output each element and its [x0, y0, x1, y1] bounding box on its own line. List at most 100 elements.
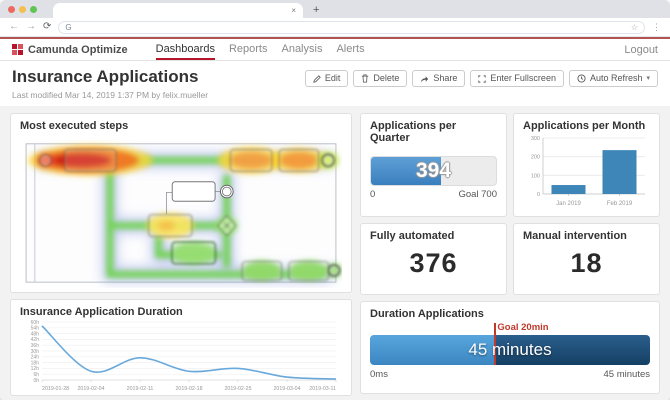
- app-navbar: Camunda Optimize Dashboards Reports Anal…: [0, 39, 670, 61]
- bookmark-star-icon[interactable]: ☆: [630, 22, 638, 32]
- panel-title: Manual intervention: [523, 229, 627, 242]
- svg-text:2019-02-18: 2019-02-18: [175, 386, 202, 392]
- svg-text:2019-02-25: 2019-02-25: [224, 386, 251, 392]
- gauge-goal-label: Goal 700: [458, 188, 497, 200]
- chevron-down-icon: ▾: [646, 75, 650, 82]
- page-title: Insurance Applications: [12, 67, 199, 86]
- svg-text:30h: 30h: [31, 348, 40, 354]
- svg-text:2019-03-04: 2019-03-04: [273, 386, 300, 392]
- share-icon: [421, 75, 429, 82]
- svg-text:100: 100: [531, 173, 540, 179]
- main-menu: Dashboards Reports Analysis Alerts: [155, 39, 365, 60]
- duration-gauge: 45 minutes: [370, 322, 650, 365]
- browser-toolbar: ← → ⟳ G ☆ ⋮: [0, 18, 670, 37]
- minimize-window-icon[interactable]: [19, 5, 26, 13]
- maximize-window-icon[interactable]: [30, 5, 37, 13]
- panel-applications-per-month: Applications per Month 0 100 200 300 Jan 201…: [513, 112, 660, 217]
- svg-text:24h: 24h: [31, 354, 40, 360]
- svg-text:200: 200: [531, 154, 540, 160]
- gauge-under-goal-segment: [370, 334, 495, 365]
- nav-item-alerts[interactable]: Alerts: [336, 42, 365, 55]
- dashboard-header: Insurance Applications Last modified Mar…: [0, 61, 670, 106]
- goal-marker: [494, 322, 497, 365]
- brand[interactable]: Camunda Optimize: [12, 44, 128, 56]
- nav-item-reports[interactable]: Reports: [228, 42, 268, 55]
- reload-icon[interactable]: ⟳: [43, 21, 52, 32]
- gauge-min-label: 0ms: [370, 368, 388, 380]
- panel-applications-per-quarter: Applications per Quarter 394 0 Goal 700: [360, 112, 507, 217]
- nav-item-analysis[interactable]: Analysis: [281, 42, 323, 55]
- window-controls[interactable]: [8, 0, 37, 18]
- tab-close-icon[interactable]: ×: [291, 5, 296, 15]
- bpmn-task: [64, 148, 117, 172]
- gauge-max-label: 45 minutes: [603, 368, 650, 380]
- svg-text:42h: 42h: [31, 337, 40, 343]
- panel-title: Insurance Application Duration: [20, 305, 183, 318]
- browser-tabstrip: × +: [0, 0, 670, 18]
- panel-title: Duration Applications: [370, 307, 484, 320]
- gauge-value: 394: [415, 158, 452, 182]
- svg-text:0: 0: [537, 192, 540, 198]
- address-bar[interactable]: G ☆: [58, 20, 645, 34]
- svg-text:36h: 36h: [31, 343, 40, 349]
- gauge-min-label: 0: [370, 188, 376, 200]
- svg-text:6h: 6h: [33, 372, 39, 378]
- panel-title: Fully automated: [370, 229, 455, 242]
- app-top-border: [0, 37, 670, 39]
- svg-text:12h: 12h: [31, 366, 40, 372]
- goal-label: Goal 20min: [497, 321, 549, 333]
- svg-text:54h: 54h: [31, 325, 40, 331]
- dashboard-grid: Most executed steps: [0, 105, 670, 400]
- svg-text:Feb 2019: Feb 2019: [607, 201, 633, 207]
- metric-value: 376: [409, 247, 458, 278]
- close-window-icon[interactable]: [8, 5, 15, 13]
- last-modified-text: Last modified Mar 14, 2019 1:37 PM by fe…: [12, 89, 209, 100]
- panel-title: Applications per Quarter: [370, 119, 457, 144]
- svg-text:2019-01-28: 2019-01-28: [42, 386, 69, 392]
- auto-refresh-button[interactable]: Auto Refresh ▾: [568, 70, 658, 87]
- fullscreen-icon: [478, 74, 487, 83]
- logout-link[interactable]: Logout: [624, 43, 658, 56]
- svg-text:300: 300: [531, 136, 540, 142]
- pencil-icon: [313, 74, 321, 83]
- svg-text:2019-02-11: 2019-02-11: [127, 386, 154, 392]
- browser-menu-icon[interactable]: ⋮: [652, 21, 661, 32]
- enter-fullscreen-button[interactable]: Enter Fullscreen: [470, 70, 564, 87]
- brand-label: Camunda Optimize: [28, 43, 128, 56]
- metric-value: 18: [570, 247, 603, 278]
- share-button[interactable]: Share: [412, 70, 466, 87]
- panel-insurance-application-duration: Insurance Application Duration 0h 6h 12h 18…: [10, 298, 352, 396]
- browser-tab[interactable]: ×: [53, 3, 303, 18]
- panel-title: Applications per Month: [523, 119, 646, 132]
- panel-fully-automated: Fully automated 376: [360, 222, 507, 295]
- svg-text:Jan 2019: Jan 2019: [556, 201, 581, 207]
- new-tab-button[interactable]: +: [313, 4, 320, 16]
- gauge-value: 45 minutes: [468, 339, 552, 359]
- delete-button[interactable]: Delete: [353, 70, 408, 87]
- nav-item-dashboards[interactable]: Dashboards: [155, 39, 215, 60]
- edit-button[interactable]: Edit: [304, 70, 349, 87]
- panel-manual-intervention: Manual intervention 18: [513, 222, 660, 295]
- month-bar-chart: 0 100 200 300 Jan 2019 Feb 2019: [531, 136, 645, 207]
- bpmn-heatmap: [20, 136, 342, 293]
- panel-most-executed-steps: Most executed steps: [10, 112, 352, 293]
- panel-title: Most executed steps: [20, 119, 129, 132]
- forward-icon[interactable]: →: [26, 21, 36, 32]
- gauge-fill: [371, 156, 442, 185]
- camunda-logo-icon: [12, 44, 23, 55]
- back-icon[interactable]: ←: [9, 21, 19, 32]
- svg-text:2019-02-04: 2019-02-04: [77, 386, 104, 392]
- site-icon: G: [65, 22, 72, 32]
- gauge-over-goal-segment: [494, 334, 650, 365]
- panel-duration-applications: Duration Applications Goal 20min 45 minu…: [360, 300, 660, 394]
- svg-text:2019-03-11: 2019-03-11: [309, 386, 336, 392]
- quarter-gauge: 394: [370, 155, 497, 186]
- svg-text:18h: 18h: [31, 360, 40, 366]
- svg-text:0h: 0h: [33, 377, 39, 383]
- svg-text:60h: 60h: [31, 319, 40, 325]
- svg-text:48h: 48h: [31, 331, 40, 337]
- clock-icon: [577, 74, 586, 83]
- trash-icon: [362, 74, 369, 83]
